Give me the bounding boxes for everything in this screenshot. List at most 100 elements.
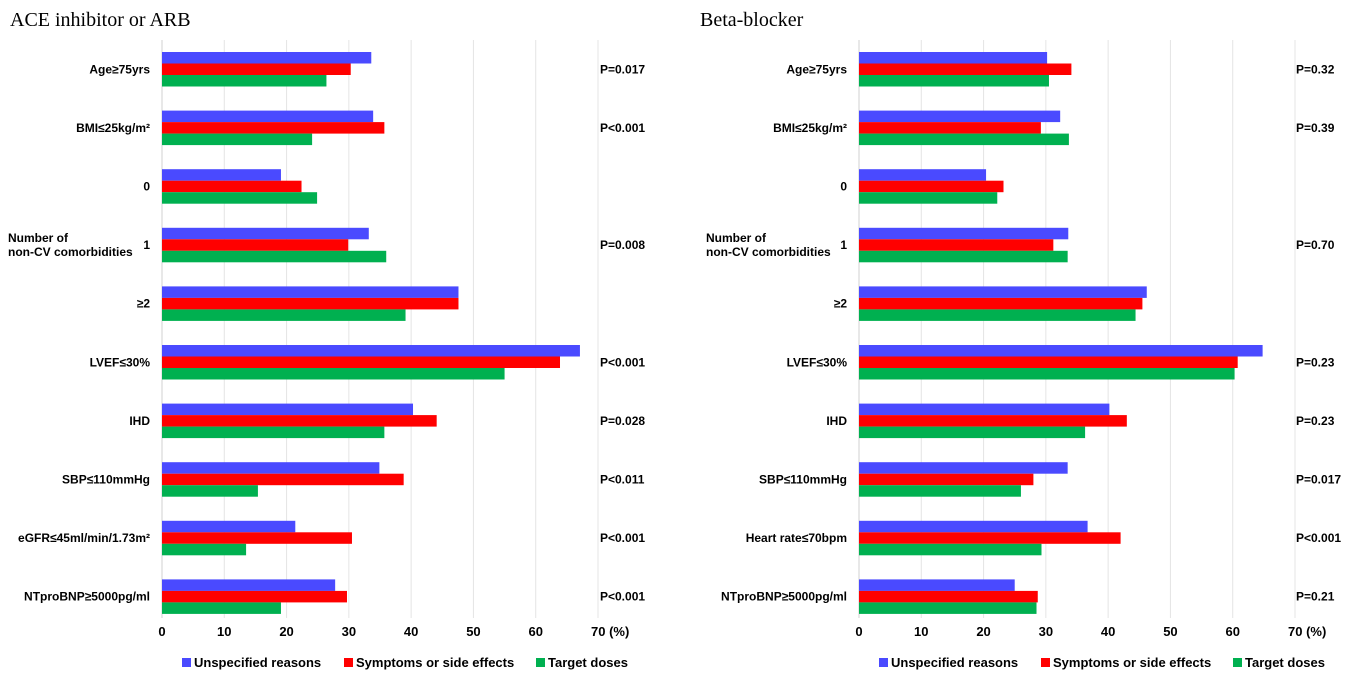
bar-target: [859, 602, 1037, 614]
x-tick-label: 60: [1225, 624, 1239, 639]
legend-label-unspecified: Unspecified reasons: [891, 655, 1018, 670]
bar-symptoms: [859, 356, 1238, 368]
group-label: non-CV comorbidities: [706, 245, 831, 259]
x-tick-label: 30: [1039, 624, 1053, 639]
bar-symptoms: [162, 356, 561, 368]
x-tick-label: 0: [855, 624, 862, 639]
category-label: NTproBNP≥5000pg/ml: [24, 590, 150, 604]
bar-target: [859, 133, 1069, 146]
bar-symptoms: [859, 532, 1121, 544]
bar-target: [162, 426, 385, 439]
x-tick-label: 10: [217, 624, 231, 639]
category-label: ≥2: [834, 297, 848, 311]
legend-label-unspecified: Unspecified reasons: [194, 655, 321, 670]
bar-target: [162, 602, 281, 614]
x-tick-label: 10: [914, 624, 928, 639]
x-tick-label: 40: [1101, 624, 1115, 639]
bar-unspecified: [162, 579, 336, 591]
category-label: ≥2: [137, 297, 151, 311]
category-label: 0: [143, 179, 150, 193]
x-tick-label: 50: [466, 624, 480, 639]
x-tick-label: 70 (%): [1288, 624, 1326, 639]
p-value-label: P=0.028: [600, 414, 645, 428]
p-value-label: P<0.001: [600, 355, 645, 369]
group-label: Number of: [706, 231, 767, 245]
bar-symptoms: [859, 122, 1041, 134]
x-tick-label: 0: [158, 624, 165, 639]
x-tick-label: 60: [528, 624, 542, 639]
bar-unspecified: [859, 462, 1068, 474]
category-label: Age≥75yrs: [89, 62, 150, 76]
bar-unspecified: [859, 403, 1110, 416]
p-value-label: P=0.70: [1296, 238, 1335, 252]
bar-symptoms: [859, 473, 1034, 486]
bar-symptoms: [162, 63, 351, 75]
bar-target: [162, 543, 247, 556]
legend-swatch-symptoms: [344, 658, 353, 667]
bar-target: [859, 543, 1042, 556]
p-value-label: P<0.001: [600, 531, 645, 545]
group-label: non-CV comorbidities: [8, 245, 133, 259]
bar-target: [162, 485, 258, 497]
bar-unspecified: [162, 520, 296, 533]
category-label: Heart rate≤70bpm: [746, 531, 847, 545]
legend-label-target: Target doses: [1245, 655, 1325, 670]
p-value-label: P=0.21: [1296, 590, 1335, 604]
bar-symptoms: [162, 122, 385, 134]
p-value-label: P=0.017: [600, 62, 645, 76]
bar-unspecified: [162, 110, 374, 123]
bar-symptoms: [859, 180, 1004, 193]
bar-unspecified: [162, 169, 281, 181]
category-label: Age≥75yrs: [786, 62, 847, 76]
p-value-label: P=0.32: [1296, 62, 1335, 76]
x-tick-label: 50: [1163, 624, 1177, 639]
x-tick-label: 30: [342, 624, 356, 639]
bar-unspecified: [162, 227, 369, 240]
category-label: SBP≤110mmHg: [62, 472, 150, 486]
bar-unspecified: [859, 227, 1069, 240]
category-label: 1: [840, 238, 847, 252]
bar-target: [162, 368, 505, 380]
bar-symptoms: [859, 63, 1072, 75]
legend-label-symptoms: Symptoms or side effects: [356, 655, 514, 670]
bar-symptoms: [162, 415, 437, 427]
bar-symptoms: [859, 239, 1054, 251]
bar-symptoms: [859, 590, 1038, 603]
p-value-label: P=0.23: [1296, 414, 1335, 428]
bar-symptoms: [162, 297, 459, 310]
category-label: IHD: [129, 414, 150, 428]
bar-target: [859, 426, 1086, 439]
bar-unspecified: [162, 286, 459, 298]
legend-swatch-unspecified: [879, 658, 888, 667]
bar-unspecified: [859, 579, 1015, 591]
category-label: SBP≤110mmHg: [759, 472, 847, 486]
bar-target: [859, 250, 1068, 263]
bar-unspecified: [162, 345, 580, 357]
bar-unspecified: [162, 462, 380, 474]
p-value-label: P<0.011: [600, 472, 645, 486]
x-tick-label: 70 (%): [591, 624, 629, 639]
bar-target: [859, 309, 1136, 321]
bar-unspecified: [859, 520, 1088, 533]
chart-title: Beta-blocker: [700, 9, 804, 31]
category-label: LVEF≤30%: [90, 355, 151, 369]
group-label: Number of: [8, 231, 69, 245]
bar-symptoms: [162, 180, 302, 193]
category-label: 0: [840, 179, 847, 193]
p-value-label: P=0.008: [600, 238, 645, 252]
p-value-label: P=0.39: [1296, 121, 1335, 135]
bar-symptoms: [162, 532, 352, 544]
bar-target: [162, 250, 387, 263]
bar-target: [162, 309, 406, 321]
chart-title: ACE inhibitor or ARB: [10, 9, 191, 31]
category-label: NTproBNP≥5000pg/ml: [721, 590, 847, 604]
bar-unspecified: [859, 345, 1263, 357]
bar-symptoms: [859, 297, 1143, 310]
bar-target: [859, 485, 1021, 497]
x-tick-label: 40: [404, 624, 418, 639]
p-value-label: P<0.001: [600, 121, 645, 135]
bar-unspecified: [859, 286, 1147, 298]
category-label: LVEF≤30%: [787, 355, 848, 369]
bar-target: [859, 368, 1235, 380]
